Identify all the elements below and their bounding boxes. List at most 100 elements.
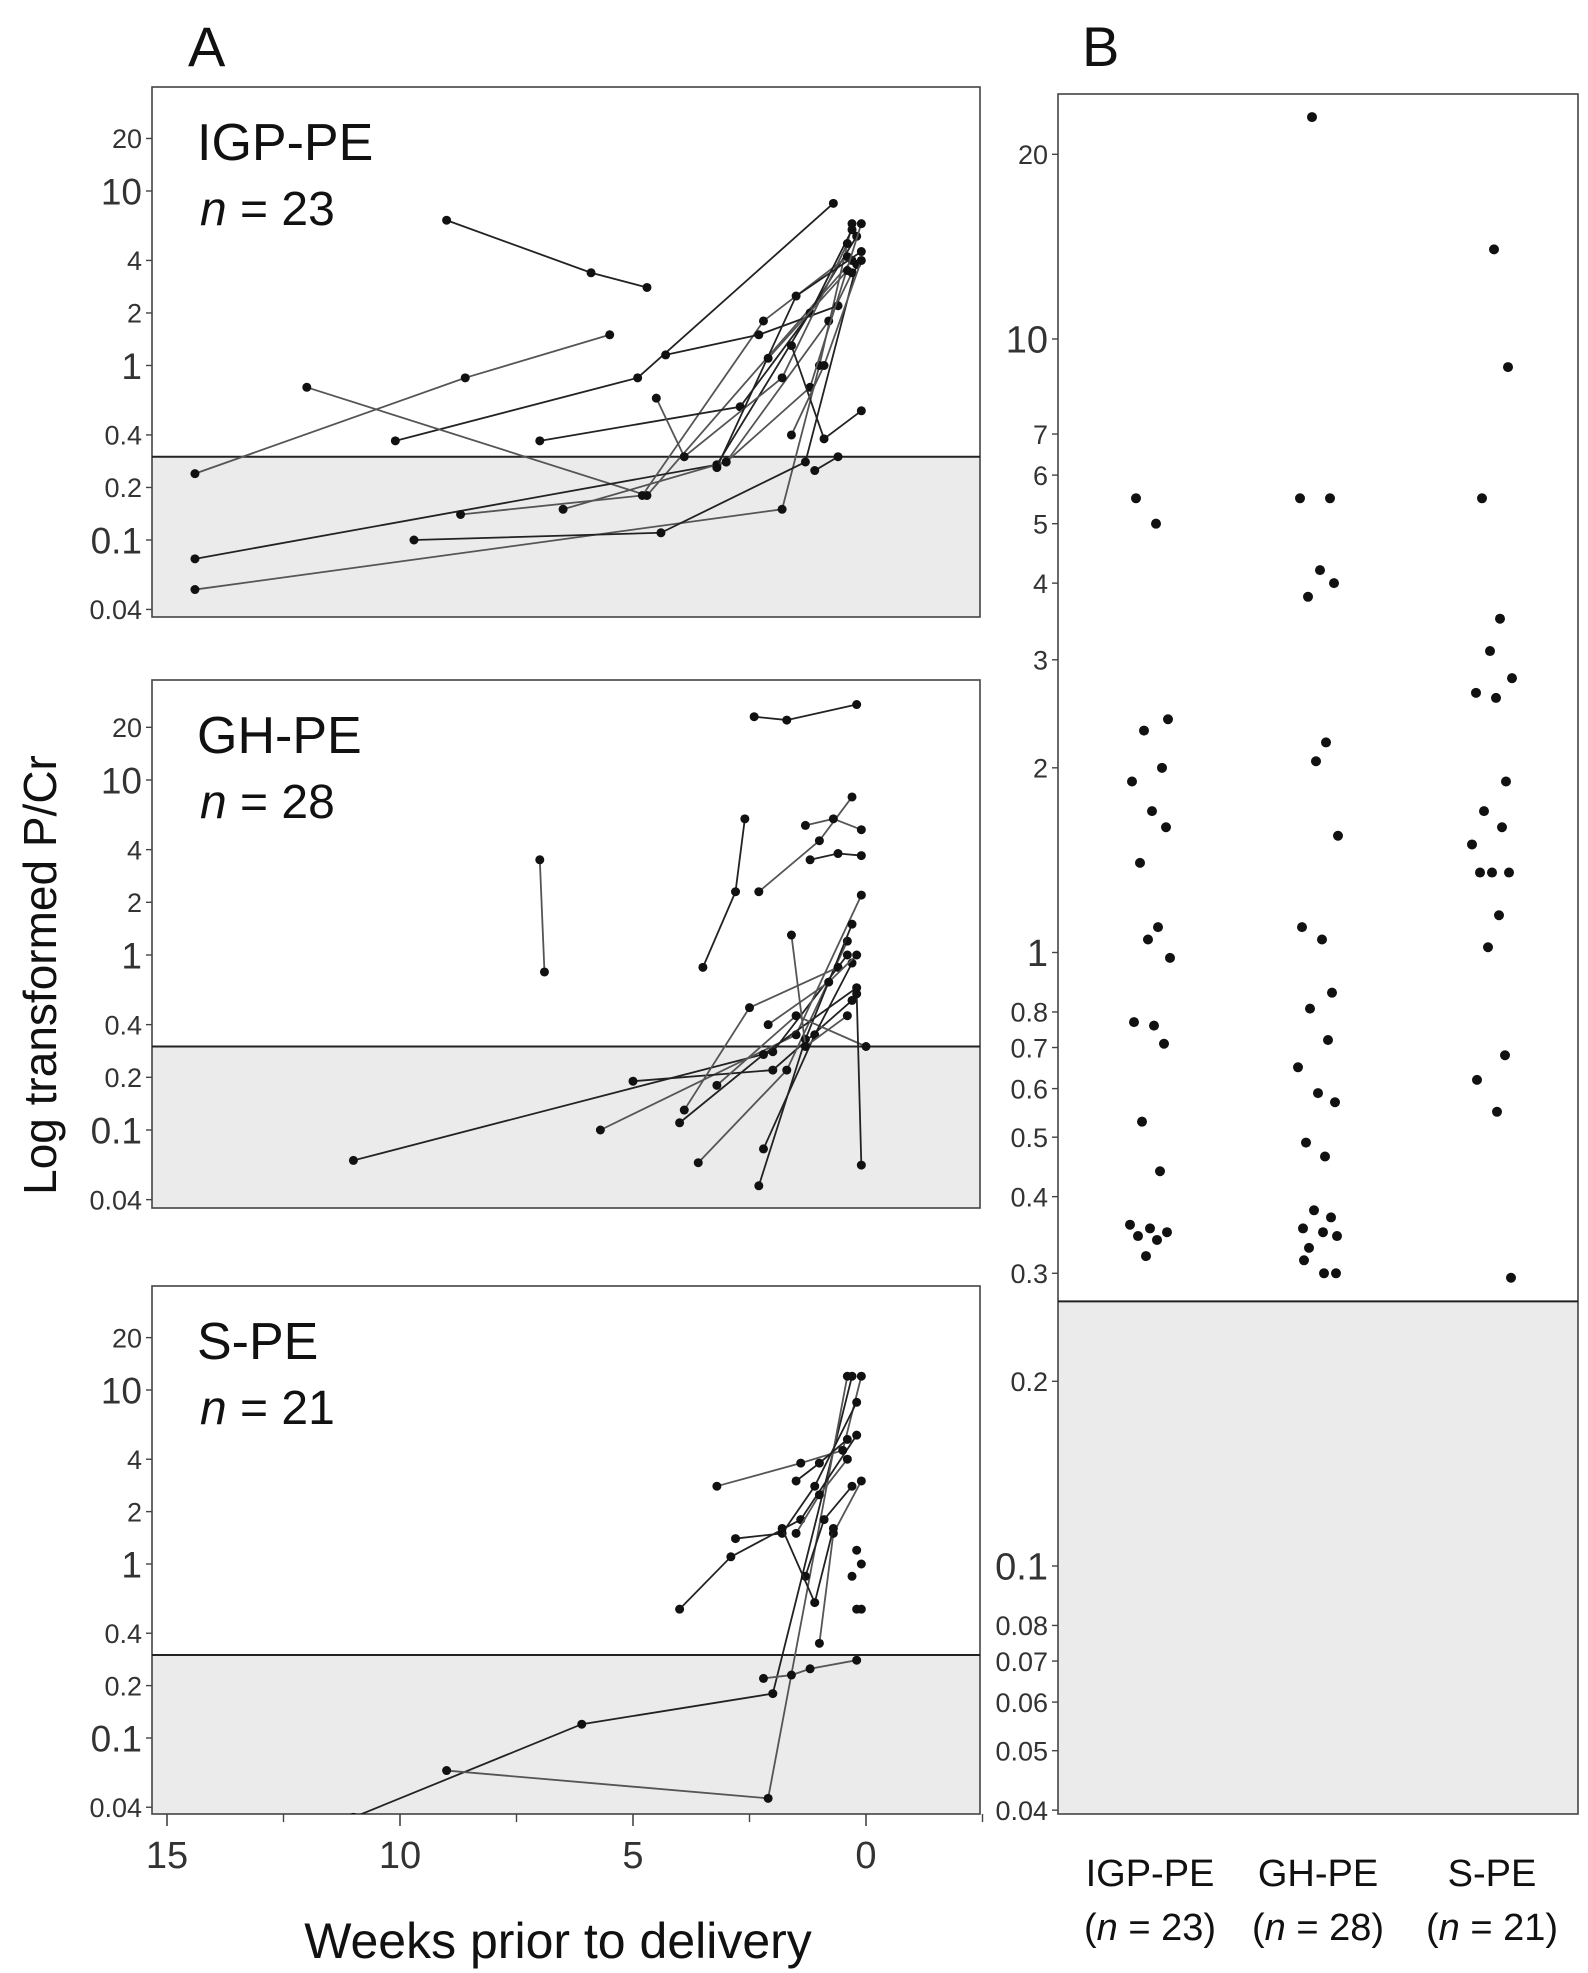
data-point <box>763 353 773 363</box>
data-point <box>796 1458 806 1468</box>
y-tick-label: 1 <box>121 346 142 387</box>
group-n-label: n = 21 <box>200 1382 335 1435</box>
data-point <box>1327 987 1337 998</box>
plot-frame <box>151 86 981 618</box>
data-point <box>1503 362 1513 373</box>
y-tick-label: 20 <box>112 713 142 743</box>
data-point <box>856 255 866 265</box>
data-point <box>1325 493 1335 504</box>
data-point <box>847 1571 857 1581</box>
data-point <box>754 887 764 897</box>
data-point <box>810 1598 820 1608</box>
data-point <box>856 1604 866 1614</box>
y-tick-label: 0.1 <box>995 1547 1048 1589</box>
data-point <box>758 1673 768 1683</box>
y-tick-label: 0.2 <box>104 1063 142 1093</box>
data-point <box>1507 673 1517 684</box>
y-tick-label: 0.8 <box>1010 998 1048 1028</box>
data-point <box>633 373 643 383</box>
data-point <box>1483 942 1493 953</box>
y-tick-label: 0.04 <box>89 595 142 625</box>
plot-frame <box>151 679 981 1209</box>
data-point <box>1504 867 1514 878</box>
series-line <box>814 455 839 472</box>
group-n-label: n = 28 <box>200 776 335 829</box>
data-point <box>814 1638 824 1648</box>
data-point <box>810 1481 820 1491</box>
data-point <box>842 266 852 276</box>
data-point <box>1307 112 1317 123</box>
y-tick-label: 0.1 <box>91 1110 142 1151</box>
y-tick-label: 6 <box>1033 461 1048 491</box>
data-point <box>786 930 796 940</box>
y-tick-label: 4 <box>127 1445 142 1475</box>
y-tick-label: 4 <box>127 835 142 865</box>
data-point <box>791 1011 801 1021</box>
plot-frame <box>1057 93 1579 1815</box>
data-point <box>754 1181 764 1191</box>
data-point <box>651 393 661 403</box>
y-tick-label: 0.7 <box>1010 1033 1048 1063</box>
group-label: GH-PE <box>197 707 362 765</box>
data-point <box>838 1445 848 1455</box>
y-tick-label: 0.4 <box>1010 1182 1048 1212</box>
data-point <box>460 373 470 383</box>
data-point <box>675 1604 685 1614</box>
data-point <box>833 849 843 859</box>
data-point <box>409 535 419 545</box>
data-point <box>842 239 852 249</box>
y-tick-label: 2 <box>127 299 142 329</box>
data-point <box>1159 1038 1169 1049</box>
data-point <box>577 1719 587 1729</box>
y-tick-label: 10 <box>101 1370 142 1411</box>
data-point <box>852 1545 862 1555</box>
series-line <box>562 272 853 511</box>
y-tick-label: 0.5 <box>1010 1123 1048 1153</box>
data-point <box>1155 1166 1165 1177</box>
data-point <box>1471 687 1481 698</box>
data-point <box>1301 1137 1311 1148</box>
data-point <box>1303 591 1313 602</box>
data-point <box>731 1534 741 1544</box>
panel-a-gh-pe: 20 10 4 2 1 0.4 0.2 0.1 0.04 GH-PE n = 28 <box>89 679 981 1215</box>
data-point <box>856 851 866 861</box>
category-label: IGP-PE <box>1086 1853 1215 1895</box>
data-point <box>800 1042 810 1052</box>
data-point <box>586 268 596 278</box>
panel-a-igp-pe: 20 10 4 2 1 0.4 0.2 0.1 0.04 IGP-PE n = 23 <box>89 86 981 625</box>
data-point <box>1295 493 1305 504</box>
y-tick-label: 0.1 <box>91 1718 142 1759</box>
below-threshold-region <box>152 456 980 617</box>
data-point <box>1143 934 1153 945</box>
data-point <box>1131 493 1141 504</box>
data-point <box>1323 1035 1333 1046</box>
y-tick-label: 10 <box>101 171 142 212</box>
data-point <box>763 1020 773 1030</box>
data-point <box>1135 857 1145 868</box>
data-point <box>1333 830 1343 841</box>
y-tick-label: 0.06 <box>995 1688 1048 1718</box>
x-tick-label: 0 <box>855 1835 876 1877</box>
data-point <box>1313 1088 1323 1099</box>
data-point <box>814 1458 824 1468</box>
data-point <box>1137 1116 1147 1127</box>
y-tick-label: 1 <box>1027 933 1048 975</box>
data-point <box>1165 952 1175 963</box>
panel-a-s-pe: 20 10 4 2 1 0.4 0.2 0.1 0.04 S-PE n = 21 <box>89 1285 981 1823</box>
y-tick-label: 0.04 <box>89 1793 142 1823</box>
group-n-label: n = 23 <box>200 183 335 236</box>
series-line <box>763 1659 857 1680</box>
data-point <box>852 1655 862 1665</box>
plot-frame <box>151 1285 981 1815</box>
data-point <box>777 1523 787 1533</box>
data-point <box>1153 922 1163 933</box>
data-point <box>852 1397 862 1407</box>
data-point <box>856 1160 866 1170</box>
y-tick-label: 0.4 <box>104 1619 142 1649</box>
data-point <box>390 436 400 446</box>
below-threshold-region <box>152 1046 980 1208</box>
data-point <box>558 504 568 514</box>
data-point <box>847 792 857 802</box>
data-point <box>852 950 862 960</box>
